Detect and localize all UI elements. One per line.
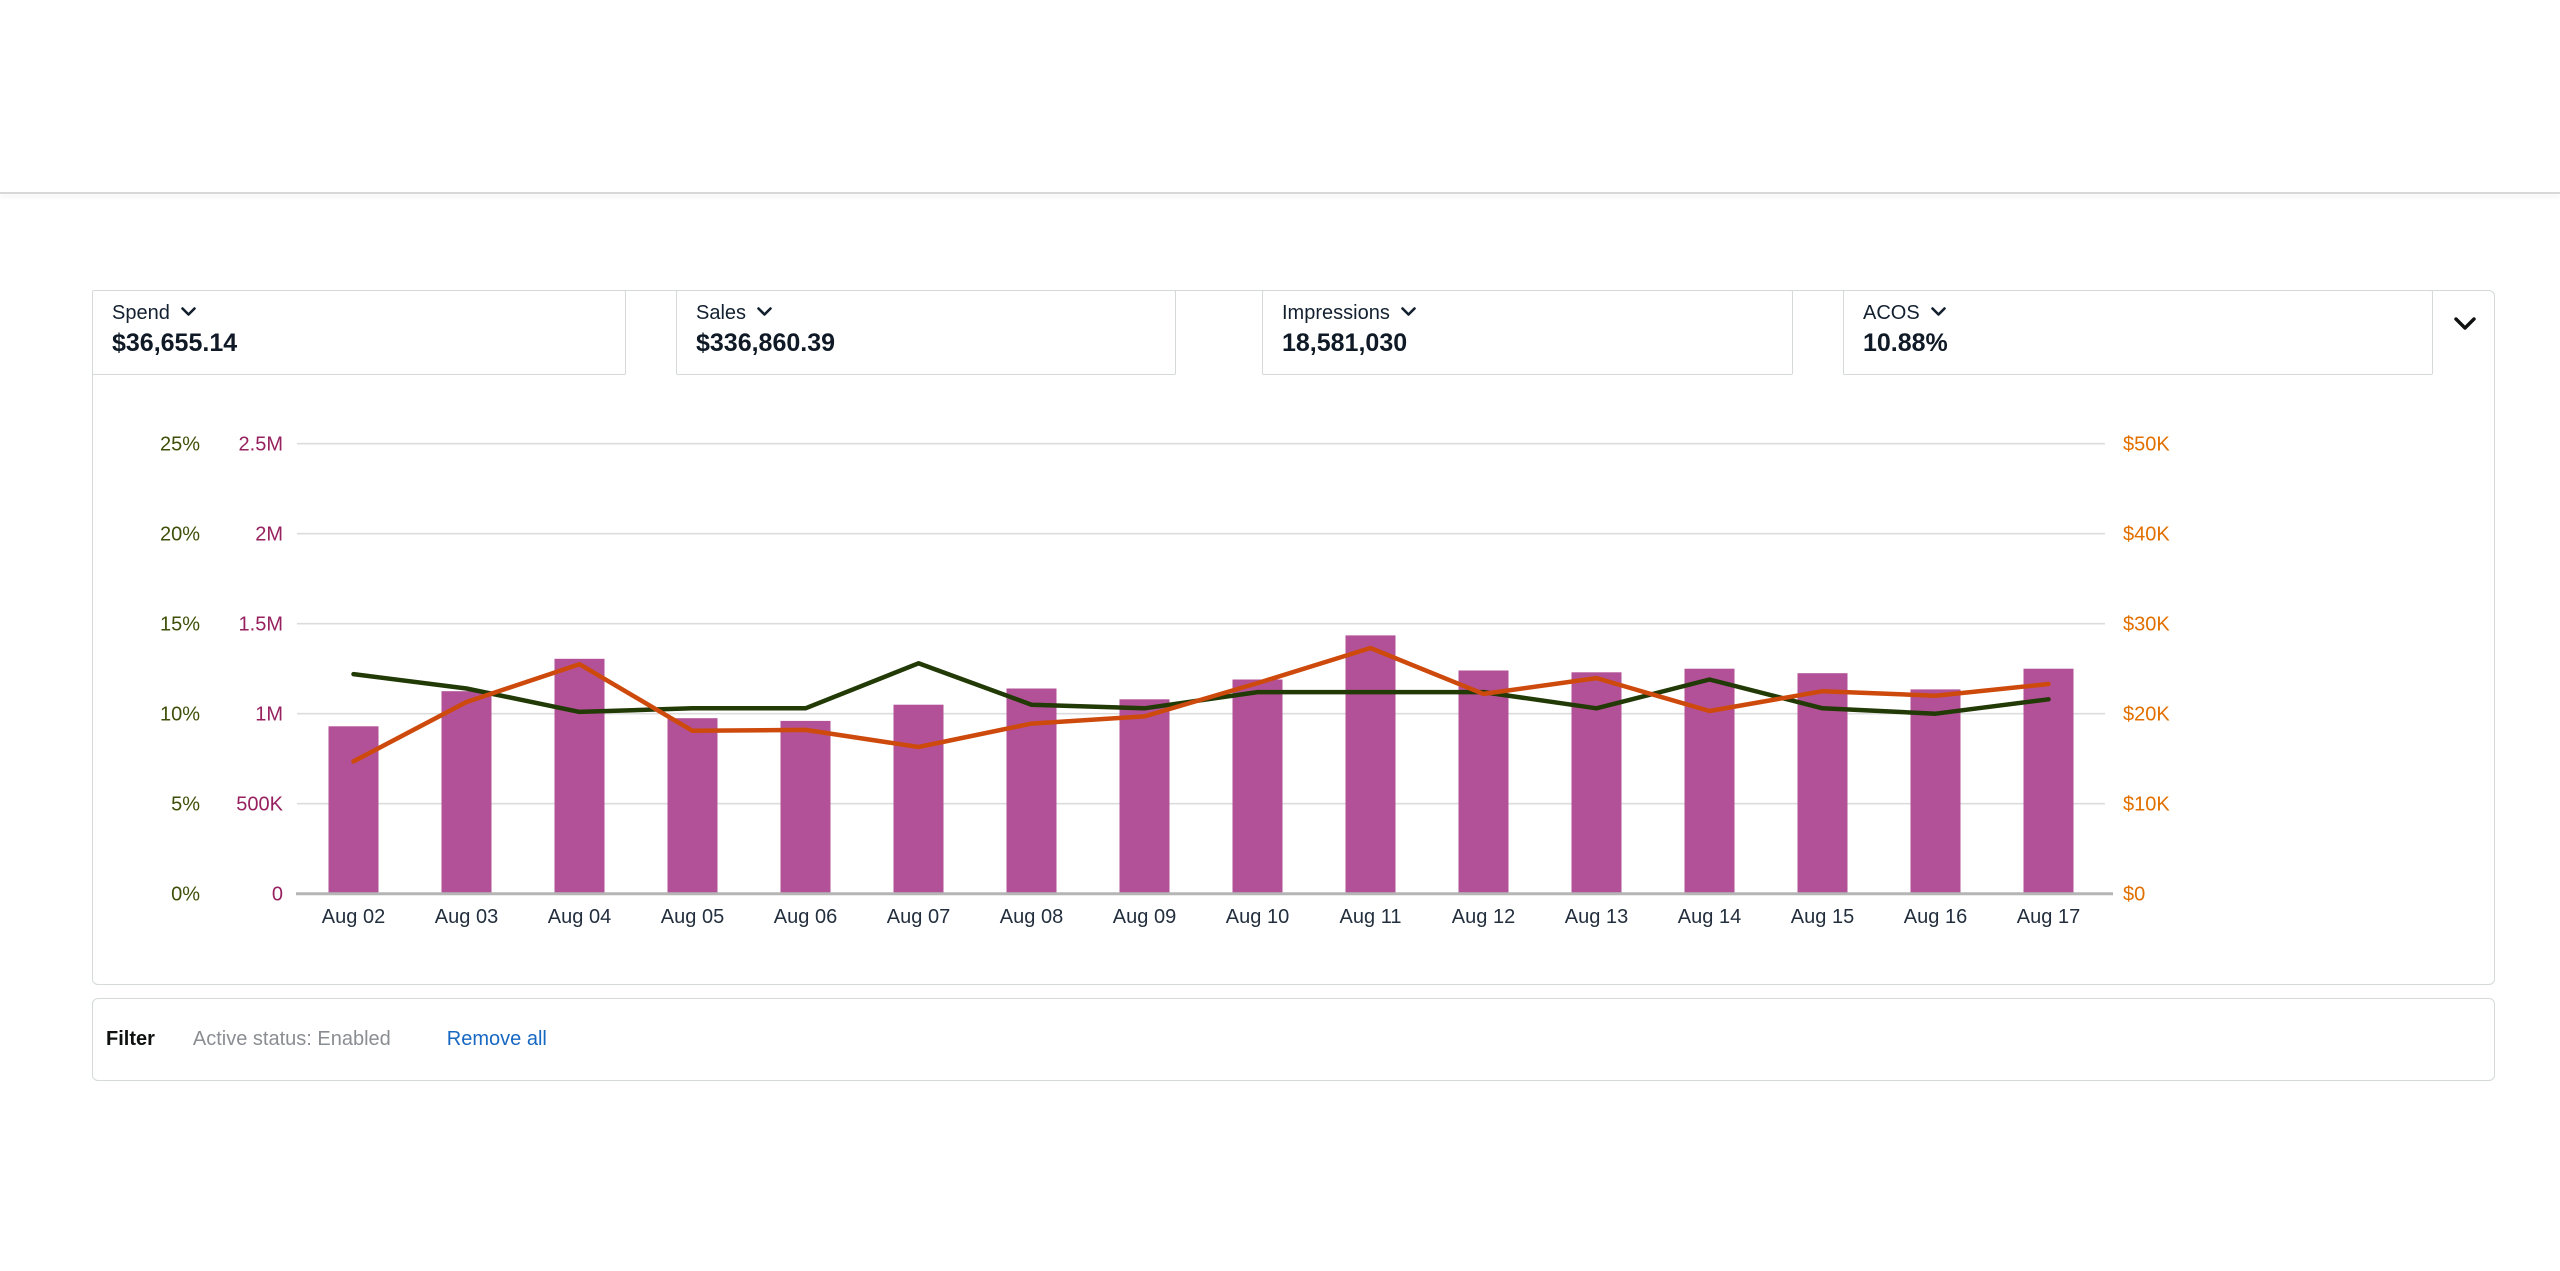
x-axis-labels: Aug 02 Aug 03 Aug 04 Aug 05 Aug 06 Aug 07 Aug … — [322, 906, 2080, 928]
svg-text:1.5M: 1.5M — [239, 614, 283, 636]
bar-Aug 10 — [1232, 679, 1283, 894]
chart-collapse-button[interactable] — [2445, 305, 2485, 345]
svg-text:Aug 11: Aug 11 — [1340, 906, 1402, 928]
chevron-down-icon[interactable] — [181, 304, 196, 322]
chevron-down-icon[interactable] — [1401, 304, 1416, 322]
metric-card-impressions[interactable]: Impressions 18,581,030 — [1262, 290, 1793, 375]
metric-label-sales: Sales — [696, 302, 747, 324]
svg-text:Aug 06: Aug 06 — [774, 906, 837, 928]
svg-text:Aug 10: Aug 10 — [1226, 906, 1289, 928]
svg-text:15%: 15% — [160, 614, 200, 636]
svg-text:Aug 07: Aug 07 — [887, 906, 950, 928]
svg-text:Aug 08: Aug 08 — [1000, 906, 1063, 928]
metric-card-acos[interactable]: ACOS 10.88% — [1843, 290, 2433, 375]
bar-Aug 04 — [554, 658, 605, 894]
left_millions-axis-labels: 0 500K 1M 1.5M 2M 2.5M — [236, 434, 283, 906]
metric-value-impressions: 18,581,030 — [1282, 329, 1408, 357]
filter-label: Filter — [106, 1028, 155, 1050]
sales-line — [351, 645, 2051, 764]
metric-label-impressions: Impressions — [1282, 302, 1390, 324]
bar-Aug 16 — [1910, 689, 1961, 894]
filter-bar: Filter Active status: Enabled Remove all — [92, 998, 2495, 1081]
bar-Aug 12 — [1458, 670, 1509, 894]
svg-text:2M: 2M — [255, 524, 283, 546]
bar-Aug 09 — [1119, 699, 1170, 894]
svg-text:Aug 15: Aug 15 — [1791, 906, 1854, 928]
metric-label-acos: ACOS — [1863, 302, 1920, 324]
impressions-bars — [328, 635, 2074, 894]
svg-text:$20K: $20K — [2123, 704, 2170, 726]
metric-value-spend: $36,655.14 — [112, 329, 238, 357]
metric-card-sales[interactable]: Sales $336,860.39 — [676, 290, 1176, 375]
bar-Aug 14 — [1684, 668, 1735, 894]
svg-text:$30K: $30K — [2123, 614, 2170, 636]
svg-text:Aug 02: Aug 02 — [322, 906, 385, 928]
metric-card-spend[interactable]: Spend $36,655.14 — [92, 290, 626, 375]
bar-Aug 03 — [441, 691, 492, 894]
svg-text:Aug 14: Aug 14 — [1678, 906, 1741, 928]
svg-text:Aug 04: Aug 04 — [548, 906, 611, 928]
bar-Aug 08 — [1006, 688, 1057, 894]
bar-Aug 07 — [893, 704, 944, 894]
svg-text:$10K: $10K — [2123, 794, 2170, 816]
right_dollars-axis-labels: $0 $10K $20K $30K $40K $50K — [2123, 434, 2170, 906]
chevron-down-icon — [2454, 316, 2476, 334]
svg-text:$40K: $40K — [2123, 524, 2170, 546]
svg-text:Aug 13: Aug 13 — [1565, 906, 1628, 928]
svg-text:10%: 10% — [160, 704, 200, 726]
svg-text:500K: 500K — [236, 794, 283, 816]
page-top-divider — [0, 192, 2560, 194]
active-filter-text: Active status: Enabled — [192, 1028, 391, 1050]
metric-label-spend: Spend — [112, 302, 170, 324]
svg-text:Aug 17: Aug 17 — [2017, 906, 2080, 928]
svg-text:Aug 09: Aug 09 — [1113, 906, 1176, 928]
svg-text:1M: 1M — [255, 704, 283, 726]
bar-Aug 11 — [1345, 635, 1396, 894]
metrics-chart: 0%5%10%15%20%25%0500K1M1.5M2M2.5M$0$10K$… — [160, 434, 2170, 928]
svg-text:Aug 12: Aug 12 — [1452, 906, 1515, 928]
bar-Aug 06 — [780, 720, 831, 894]
svg-text:$50K: $50K — [2123, 434, 2170, 456]
svg-text:Aug 05: Aug 05 — [661, 906, 724, 928]
svg-text:0%: 0% — [171, 884, 200, 906]
metrics-chart-card: Spend $36,655.14 Sales $336,860.39 Impre… — [92, 290, 2495, 985]
bar-Aug 17 — [2023, 668, 2074, 894]
svg-text:20%: 20% — [160, 524, 200, 546]
svg-text:Aug 03: Aug 03 — [435, 906, 498, 928]
svg-text:5%: 5% — [171, 794, 200, 816]
svg-text:2.5M: 2.5M — [239, 434, 283, 456]
chevron-down-icon[interactable] — [1930, 304, 1946, 322]
metric-value-acos: 10.88% — [1863, 329, 1948, 357]
svg-text:Aug 16: Aug 16 — [1904, 906, 1967, 928]
remove-all-link[interactable]: Remove all — [446, 1028, 547, 1050]
chevron-down-icon[interactable] — [757, 304, 772, 322]
left_percent-axis-labels: 0% 5% 10% 15% 20% 25% — [160, 434, 200, 906]
bar-Aug 05 — [667, 718, 718, 894]
svg-text:0: 0 — [272, 884, 283, 906]
svg-text:25%: 25% — [160, 434, 200, 456]
acos-line — [351, 661, 2051, 716]
metric-value-sales: $336,860.39 — [696, 329, 836, 357]
svg-text:$0: $0 — [2123, 884, 2145, 906]
